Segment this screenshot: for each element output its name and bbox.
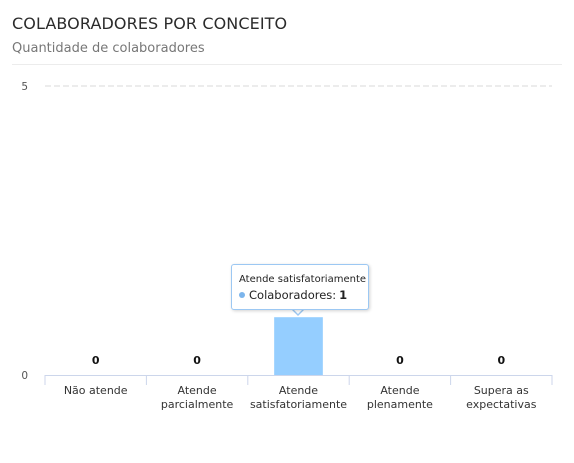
x-axis — [44, 375, 553, 385]
chart-title: COLABORADORES POR CONCEITO — [12, 14, 288, 33]
x-tick-label: Não atende — [64, 384, 128, 397]
y-axis-ticks: 05 — [21, 81, 28, 382]
tooltip-series-label: Colaboradores: — [249, 288, 337, 302]
bar[interactable] — [274, 317, 323, 375]
x-tick-label: Supera as expectativas — [466, 384, 537, 411]
category-labels: Não atende Atende parcialmente Atende satisf… — [64, 384, 537, 411]
y-tick-label: 0 — [21, 370, 28, 382]
tooltip-row: Colaboradores: 1 — [239, 288, 368, 302]
tooltip-title: Atende satisfatoriamente — [239, 274, 367, 285]
data-label: 0 — [92, 354, 100, 367]
data-label: 0 — [193, 354, 201, 367]
bars — [274, 317, 323, 375]
y-tick-label: 5 — [21, 81, 28, 93]
tooltip-value: 1 — [339, 288, 348, 302]
tooltip-series-dot — [239, 292, 245, 298]
title-divider — [12, 64, 562, 65]
chart-tooltip: Atende satisfatoriamente Colaboradores: 1 — [231, 264, 369, 310]
x-tick-label: Atende parcialmente — [161, 384, 234, 411]
x-tick-label: Atende plenamente — [367, 384, 433, 411]
chart-subtitle: Quantidade de colaboradores — [12, 41, 205, 56]
data-label: 0 — [396, 354, 404, 367]
tooltip-arrow-inner — [292, 308, 304, 314]
data-labels: 0 0 0 0 — [92, 354, 506, 367]
data-label: 0 — [497, 354, 505, 367]
x-tick-label: Atende satisfatoriamente — [250, 384, 347, 411]
